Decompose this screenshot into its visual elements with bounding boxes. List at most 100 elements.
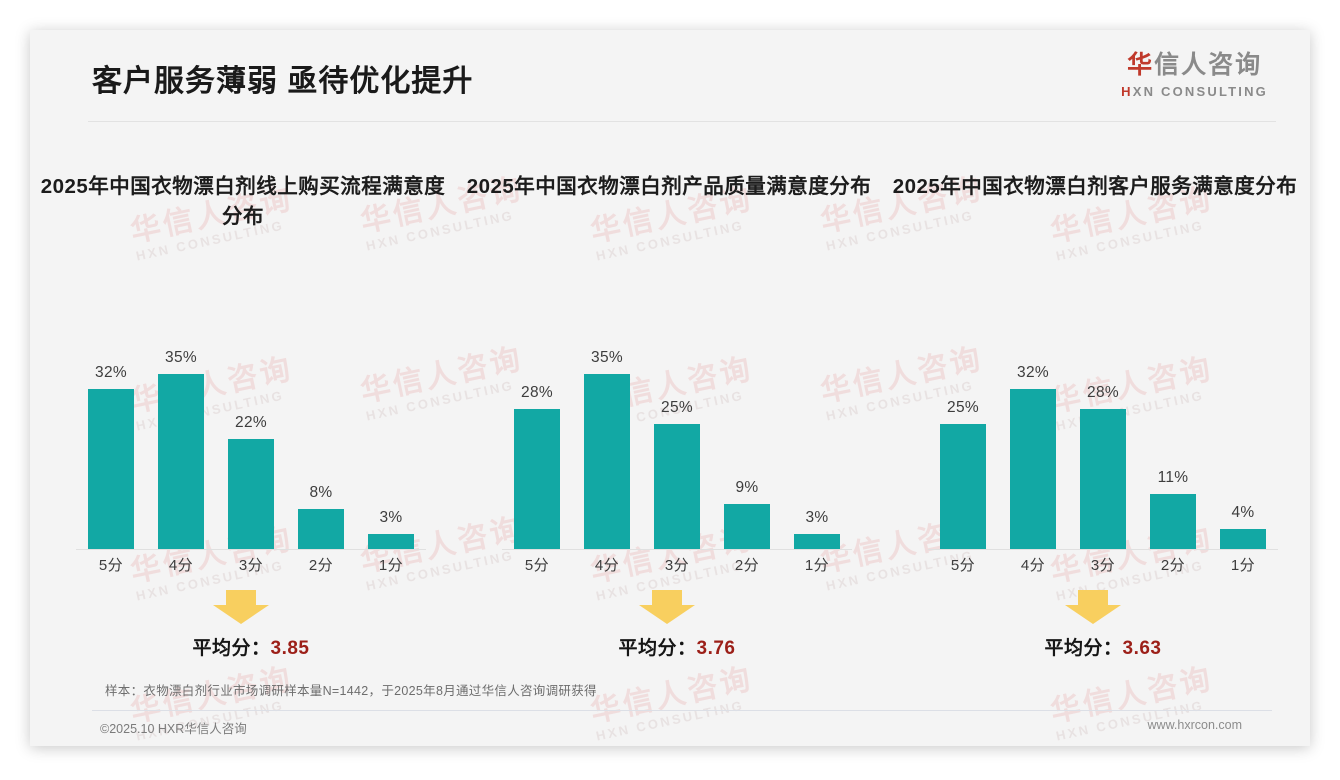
x-tick-label: 3分 bbox=[664, 557, 690, 574]
logo-english-text: HXN CONSULTING bbox=[1121, 85, 1268, 98]
average-label: 平均分： bbox=[1044, 638, 1123, 659]
x-tick-label: 3分 bbox=[1090, 557, 1116, 574]
bar-rect bbox=[794, 534, 840, 549]
bar-value-label: 28% bbox=[1087, 384, 1119, 401]
x-axis-line bbox=[502, 549, 852, 550]
x-tick-label: 1分 bbox=[804, 557, 830, 574]
x-tick-label: 1分 bbox=[378, 557, 404, 574]
bar-value-label: 9% bbox=[735, 479, 759, 496]
x-tick-label: 5分 bbox=[950, 557, 976, 574]
arrow-shaft bbox=[1078, 590, 1108, 606]
average-value: 3.85 bbox=[270, 638, 310, 659]
x-axis-line bbox=[76, 549, 426, 550]
website-url[interactable]: www.hxrcon.com bbox=[1147, 718, 1242, 732]
logo-chinese-rest: 信人咨询 bbox=[1154, 51, 1263, 79]
bar-item: 32% bbox=[76, 300, 146, 549]
chart-plot-1: 32% 35% 22% 8% 3% bbox=[76, 300, 426, 550]
logo-hua-character: 华 bbox=[1127, 51, 1155, 79]
page-title: 客户服务薄弱 亟待优化提升 bbox=[92, 65, 474, 98]
bar-value-label: 8% bbox=[309, 484, 333, 501]
x-tick-label: 4分 bbox=[594, 557, 620, 574]
x-tick-label: 2分 bbox=[734, 557, 760, 574]
bar-item: 35% bbox=[146, 300, 216, 549]
bar-rect bbox=[654, 424, 700, 549]
x-tick-label: 5分 bbox=[98, 557, 124, 574]
bar-value-label: 22% bbox=[235, 414, 267, 431]
bar-value-label: 35% bbox=[165, 349, 197, 366]
charts-row: 2025年中国衣物漂白剂线上购买流程满意度分布 32% 35% 22% 8% 3… bbox=[30, 150, 1310, 670]
logo-chinese-text: 华信人咨询 bbox=[1121, 53, 1268, 78]
average-score-1: 平均分：3.85 bbox=[76, 633, 426, 660]
x-tick-label: 3分 bbox=[238, 557, 264, 574]
copyright-text: ©2025.10 HXR华信人咨询 bbox=[100, 722, 247, 736]
bar-rect bbox=[514, 409, 560, 549]
sample-footnote: 样本：衣物漂白剂行业市场调研样本量N=1442，于2025年8月通过华信人咨询调… bbox=[105, 684, 597, 698]
bar-value-label: 4% bbox=[1231, 504, 1255, 521]
x-axis-labels-2: 5分 4分 3分 2分 1分 bbox=[502, 554, 852, 575]
chart-panel-3: 2025年中国衣物漂白剂客户服务满意度分布 25% 32% 28% 11% 4%… bbox=[882, 150, 1308, 670]
chart-title-1: 2025年中国衣物漂白剂线上购买流程满意度分布 bbox=[40, 175, 446, 228]
average-value: 3.63 bbox=[1122, 638, 1162, 659]
bar-value-label: 11% bbox=[1157, 469, 1189, 486]
x-tick-label: 4分 bbox=[168, 557, 194, 574]
average-score-3: 平均分：3.63 bbox=[928, 633, 1278, 660]
bar-value-label: 32% bbox=[95, 364, 127, 381]
bar-rect bbox=[368, 534, 414, 549]
x-tick-label: 1分 bbox=[1230, 557, 1256, 574]
average-value: 3.76 bbox=[696, 638, 736, 659]
bar-item: 3% bbox=[782, 300, 852, 549]
chart-plot-3: 25% 32% 28% 11% 4% bbox=[928, 300, 1278, 550]
slide-footer: ©2025.10 HXR华信人咨询 www.hxrcon.com bbox=[30, 718, 1310, 746]
average-label: 平均分： bbox=[192, 638, 271, 659]
arrow-head bbox=[1065, 605, 1121, 624]
chart-title-2: 2025年中国衣物漂白剂产品质量满意度分布 bbox=[466, 175, 872, 198]
average-score-2: 平均分：3.76 bbox=[502, 633, 852, 660]
logo-english-rest: XN CONSULTING bbox=[1132, 84, 1268, 99]
bar-rect bbox=[940, 424, 986, 549]
chart-panel-2: 2025年中国衣物漂白剂产品质量满意度分布 28% 35% 25% 9% 3% … bbox=[456, 150, 882, 670]
x-axis-labels-3: 5分 4分 3分 2分 1分 bbox=[928, 554, 1278, 575]
average-annotation-1: 平均分：3.85 bbox=[76, 590, 426, 660]
bar-value-label: 28% bbox=[521, 384, 553, 401]
footer-divider bbox=[92, 710, 1272, 711]
bar-item: 25% bbox=[642, 300, 712, 549]
arrow-head bbox=[213, 605, 269, 624]
logo-h-character: H bbox=[1121, 84, 1133, 99]
x-tick-label: 4分 bbox=[1020, 557, 1046, 574]
bar-value-label: 35% bbox=[591, 349, 623, 366]
bar-value-label: 3% bbox=[805, 509, 829, 526]
bar-item: 35% bbox=[572, 300, 642, 549]
x-axis-line bbox=[928, 549, 1278, 550]
bar-item: 22% bbox=[216, 300, 286, 549]
bar-value-label: 32% bbox=[1017, 364, 1049, 381]
bar-rect bbox=[724, 504, 770, 549]
header-divider bbox=[88, 121, 1276, 122]
down-arrow-icon bbox=[1065, 590, 1121, 624]
bar-value-label: 3% bbox=[379, 509, 403, 526]
bar-rect bbox=[584, 374, 630, 549]
bar-rect bbox=[1220, 529, 1266, 549]
x-tick-label: 5分 bbox=[524, 557, 550, 574]
chart-title-3: 2025年中国衣物漂白剂客户服务满意度分布 bbox=[892, 175, 1298, 198]
bar-rect bbox=[88, 389, 134, 549]
arrow-shaft bbox=[226, 590, 256, 606]
company-logo: 华信人咨询 HXN CONSULTING bbox=[1121, 53, 1268, 99]
average-label: 平均分： bbox=[618, 638, 697, 659]
x-tick-label: 2分 bbox=[308, 557, 334, 574]
down-arrow-icon bbox=[639, 590, 695, 624]
bar-item: 3% bbox=[356, 300, 426, 549]
bar-group-2: 28% 35% 25% 9% 3% bbox=[502, 300, 852, 549]
bar-value-label: 25% bbox=[947, 399, 979, 416]
bar-item: 8% bbox=[286, 300, 356, 549]
arrow-shaft bbox=[652, 590, 682, 606]
bar-rect bbox=[298, 509, 344, 549]
slide-header: 客户服务薄弱 亟待优化提升 华信人咨询 HXN CONSULTING bbox=[30, 30, 1310, 118]
bar-rect bbox=[228, 439, 274, 549]
bar-item: 11% bbox=[1138, 300, 1208, 549]
bar-rect bbox=[1150, 494, 1196, 549]
x-tick-label: 2分 bbox=[1160, 557, 1186, 574]
bar-rect bbox=[1080, 409, 1126, 549]
bar-item: 25% bbox=[928, 300, 998, 549]
bar-group-3: 25% 32% 28% 11% 4% bbox=[928, 300, 1278, 549]
average-annotation-2: 平均分：3.76 bbox=[502, 590, 852, 660]
